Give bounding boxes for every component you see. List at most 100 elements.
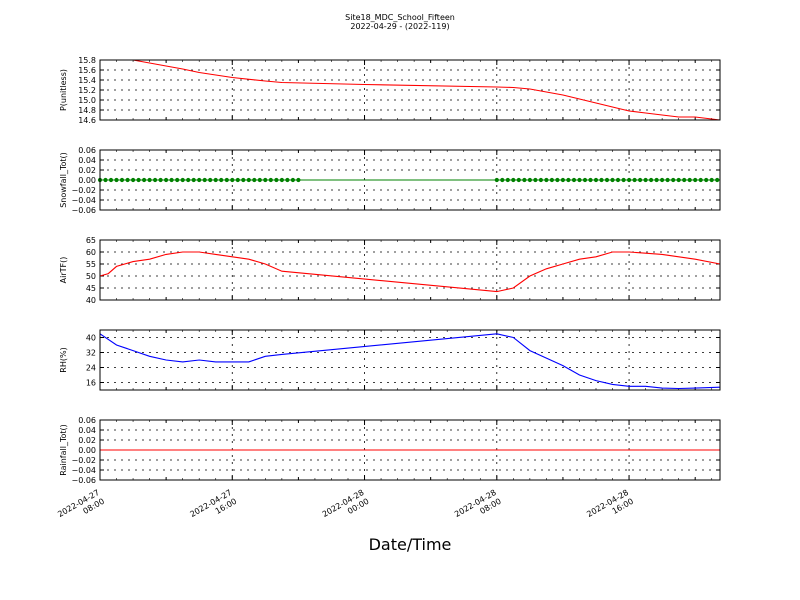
y-tick-label: 0.04 bbox=[78, 426, 96, 435]
data-point bbox=[549, 177, 555, 183]
y-tick-label: 55 bbox=[86, 260, 96, 269]
data-point bbox=[186, 177, 191, 183]
data-point bbox=[698, 177, 703, 183]
y-tick-label: 45 bbox=[86, 284, 96, 293]
data-point bbox=[142, 177, 147, 183]
data-point bbox=[180, 177, 185, 183]
data-point bbox=[257, 177, 262, 183]
y-tick-label: 15.6 bbox=[78, 66, 96, 75]
data-point bbox=[158, 177, 163, 183]
panel-5: 0.060.040.020.00−0.02−0.04−0.06Rainfall_… bbox=[59, 416, 721, 485]
data-point bbox=[582, 177, 588, 183]
data-point bbox=[604, 177, 610, 183]
y-tick-label: −0.04 bbox=[71, 196, 96, 205]
data-point bbox=[660, 177, 665, 183]
chart-panels: 15.815.615.415.215.014.814.6 P(unitless) 0… bbox=[59, 56, 721, 485]
data-point bbox=[638, 177, 643, 183]
data-point bbox=[533, 177, 538, 183]
data-point bbox=[654, 177, 659, 183]
series-line bbox=[99, 333, 721, 390]
data-point bbox=[169, 177, 174, 183]
data-point bbox=[290, 177, 295, 183]
data-point bbox=[627, 177, 632, 183]
y-tick-label: −0.06 bbox=[71, 206, 96, 215]
data-point bbox=[235, 177, 240, 183]
data-point bbox=[527, 177, 533, 183]
data-point bbox=[125, 177, 130, 183]
data-point bbox=[577, 177, 582, 183]
y-tick-label: −0.02 bbox=[71, 186, 96, 195]
y-tick-label: 0.02 bbox=[78, 166, 96, 175]
x-tick-label: 2022-04-2708:00 bbox=[56, 488, 106, 528]
data-point bbox=[494, 177, 499, 183]
data-point bbox=[219, 177, 224, 183]
figure-subtitle: 2022-04-29 - (2022-119) bbox=[350, 22, 449, 31]
panel-4: 40 32 24 16 RH(%) bbox=[59, 329, 721, 391]
data-point bbox=[709, 177, 714, 183]
data-point bbox=[500, 177, 505, 183]
y-axis-label: RH(%) bbox=[59, 347, 68, 372]
data-point bbox=[197, 177, 202, 183]
axes-frame bbox=[99, 419, 721, 481]
y-tick-label: −0.06 bbox=[71, 476, 96, 485]
x-tick-label: 2022-04-2716:00 bbox=[188, 488, 238, 528]
data-point bbox=[687, 177, 692, 183]
y-tick-label: 16 bbox=[86, 379, 96, 388]
y-tick-label: 0.06 bbox=[78, 416, 96, 425]
data-point bbox=[224, 177, 229, 183]
data-point bbox=[119, 177, 125, 183]
data-point bbox=[164, 177, 169, 183]
data-point bbox=[715, 177, 720, 183]
y-tick-label: 0.06 bbox=[78, 146, 96, 155]
y-tick-label: 15.4 bbox=[78, 76, 96, 85]
y-tick-label: 0.02 bbox=[78, 436, 96, 445]
data-point bbox=[682, 177, 687, 183]
series-line bbox=[100, 59, 721, 121]
panel-1: 15.815.615.415.215.014.814.6 P(unitless) bbox=[59, 56, 721, 125]
data-point bbox=[538, 177, 544, 183]
data-point bbox=[665, 177, 670, 183]
y-tick-label: 0.00 bbox=[78, 446, 96, 455]
x-tick-label: 2022-04-2800:00 bbox=[321, 488, 371, 528]
y-tick-label: 32 bbox=[86, 349, 96, 358]
axes-frame bbox=[99, 329, 721, 391]
y-tick-label: 65 bbox=[86, 236, 96, 245]
data-point bbox=[268, 177, 273, 183]
data-point bbox=[147, 177, 152, 183]
data-point bbox=[213, 177, 218, 183]
panel-2: 0.060.040.020.00−0.02−0.04−0.06Snowfall_… bbox=[59, 146, 721, 215]
data-point bbox=[671, 177, 676, 183]
data-point bbox=[202, 177, 207, 183]
data-point bbox=[241, 177, 246, 183]
data-point bbox=[103, 177, 108, 183]
data-point bbox=[511, 177, 516, 183]
data-point bbox=[208, 177, 213, 183]
data-point bbox=[643, 177, 648, 183]
y-axis-label: Snowfall_Tot() bbox=[59, 152, 68, 208]
data-point bbox=[252, 177, 257, 183]
data-point bbox=[693, 177, 698, 183]
y-tick-label: 0.04 bbox=[78, 156, 96, 165]
data-point bbox=[566, 177, 571, 183]
y-axis-label: P(unitless) bbox=[59, 69, 68, 111]
data-point bbox=[175, 177, 180, 183]
data-point bbox=[136, 177, 141, 183]
data-point bbox=[571, 177, 577, 183]
data-point bbox=[505, 177, 510, 183]
data-point bbox=[610, 177, 615, 183]
data-point bbox=[593, 177, 599, 183]
y-tick-label: 14.6 bbox=[78, 116, 96, 125]
axes-frame bbox=[99, 59, 721, 121]
y-tick-label: 0.00 bbox=[78, 176, 96, 185]
y-tick-label: 50 bbox=[86, 272, 96, 281]
y-tick-label: 15.8 bbox=[78, 56, 96, 65]
y-axis-label: Rainfall_Tot() bbox=[59, 424, 68, 476]
data-point bbox=[555, 177, 560, 183]
data-point bbox=[676, 177, 681, 183]
data-point bbox=[114, 177, 119, 183]
data-point bbox=[621, 177, 626, 183]
x-tick-label: 2022-04-2808:00 bbox=[453, 488, 503, 528]
data-point bbox=[153, 177, 158, 183]
panel-3: 65 60 55 50 45 40 AirTF() bbox=[59, 236, 721, 305]
data-point bbox=[263, 177, 268, 183]
